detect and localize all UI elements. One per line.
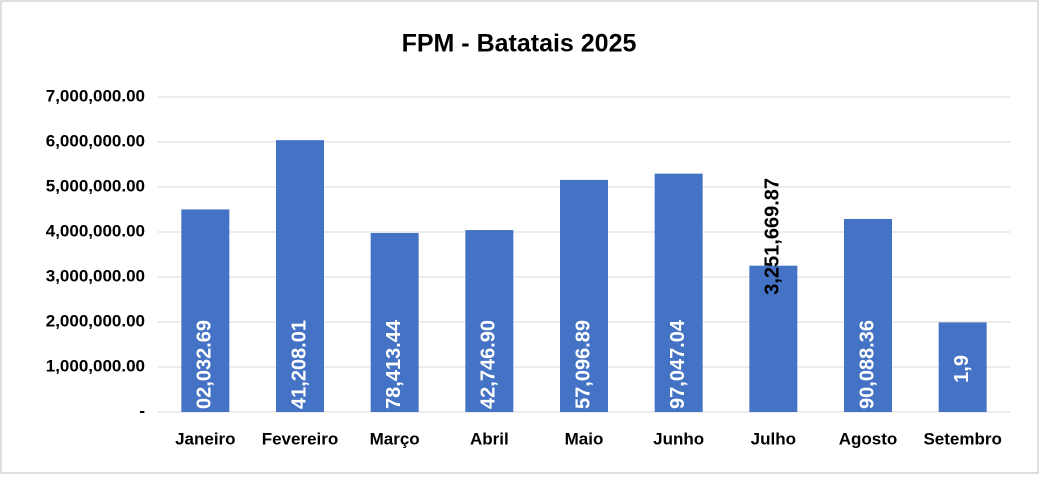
bar xyxy=(654,173,703,412)
data-labels: 02,032.69 41,208.01 78,413.44 42,746.90 57,0… xyxy=(194,178,973,409)
bars xyxy=(181,140,987,413)
data-label: 57,096.89 xyxy=(572,320,594,409)
x-tick-label: Março xyxy=(370,429,420,448)
y-tick-label: 3,000,000.00 xyxy=(46,266,145,285)
data-label: 97,047.04 xyxy=(667,319,689,409)
y-tick-label: 2,000,000.00 xyxy=(46,311,145,330)
x-tick-label: Fevereiro xyxy=(262,429,339,448)
x-tick-label: Janeiro xyxy=(175,429,235,448)
y-tick-label: 1,000,000.00 xyxy=(46,356,145,375)
y-tick-label: 6,000,000.00 xyxy=(46,131,145,150)
y-tick-label: 5,000,000.00 xyxy=(46,176,145,195)
bar xyxy=(181,209,230,412)
data-label: 02,032.69 xyxy=(194,320,216,409)
chart-title: FPM - Batatais 2025 xyxy=(402,30,637,58)
bar xyxy=(560,179,608,412)
bar xyxy=(938,322,987,412)
bar xyxy=(844,218,892,412)
y-tick-label: 7,000,000.00 xyxy=(46,86,145,105)
y-tick-label: 4,000,000.00 xyxy=(46,221,145,240)
x-tick-label: Agosto xyxy=(839,429,898,448)
y-tick-label: - xyxy=(139,401,145,420)
x-tick-label: Julho xyxy=(751,429,796,448)
bar xyxy=(370,232,419,412)
data-label: 78,413.44 xyxy=(383,319,405,409)
data-label: 90,088.36 xyxy=(856,320,878,409)
x-tick-label: Junho xyxy=(653,429,704,448)
bar xyxy=(276,140,324,413)
data-label: 3,251,669.87 xyxy=(762,178,784,295)
x-tick-label: Maio xyxy=(565,429,604,448)
data-label: 1,9 xyxy=(951,355,973,383)
x-tick-label: Setembro xyxy=(923,429,1001,448)
bar xyxy=(465,230,514,412)
x-tick-label: Abril xyxy=(470,429,509,448)
data-label: 41,208.01 xyxy=(288,320,310,409)
data-label: 42,746.90 xyxy=(478,320,500,409)
bar xyxy=(749,265,798,412)
